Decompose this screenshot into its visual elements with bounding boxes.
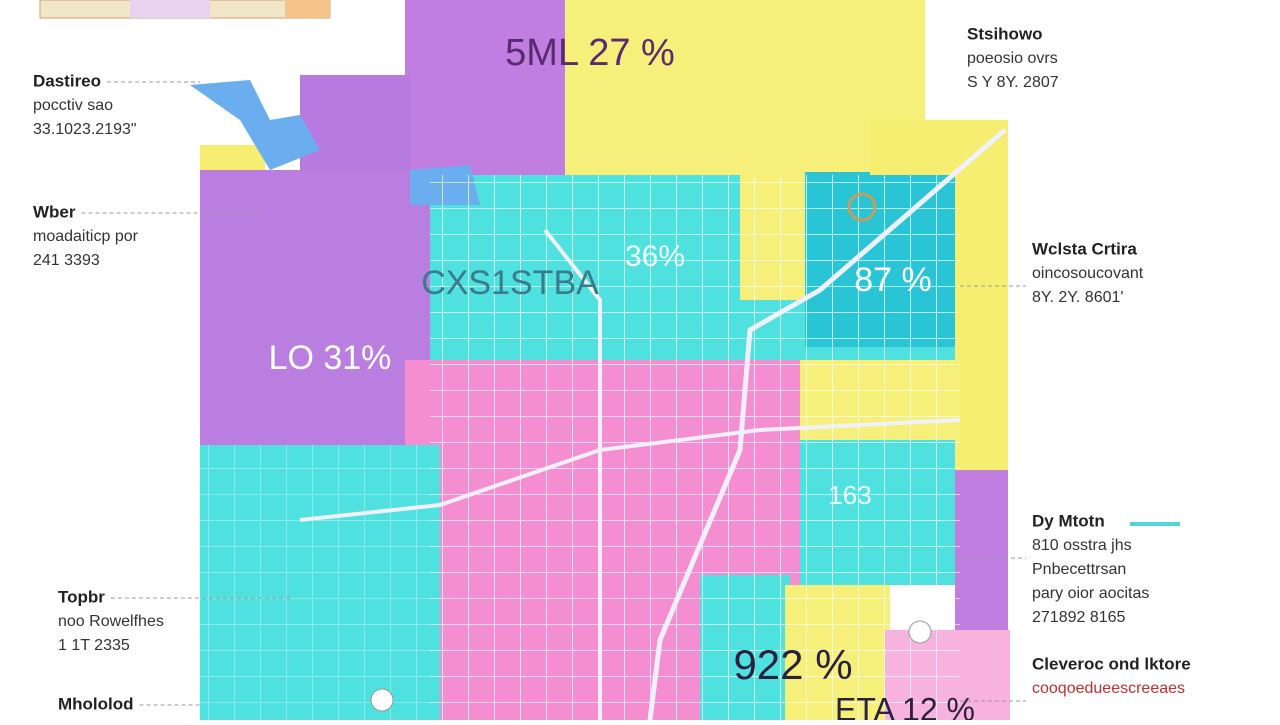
legend-swatch	[1130, 522, 1180, 526]
region-label: 5ML 27 %	[505, 32, 675, 74]
callout-text: pary oior aocitas	[1032, 585, 1149, 602]
region-label: 87 %	[854, 261, 932, 299]
landmark-icon	[847, 192, 877, 222]
region	[300, 75, 410, 175]
callout-text: S Y 8Y. 2807	[967, 74, 1059, 91]
callout-text: 33.1023.2193"	[33, 121, 137, 138]
callout-title: Wclsta Crtira	[1032, 239, 1137, 258]
region-label: 922 %	[733, 641, 852, 688]
region-label: CXS1STBA	[421, 264, 599, 302]
region	[955, 470, 1008, 630]
region-label: LO 31%	[269, 339, 392, 377]
highway	[299, 418, 961, 522]
highway	[543, 228, 602, 720]
highway	[647, 128, 1007, 721]
callout-title: Stsihowo	[967, 24, 1043, 43]
water	[190, 80, 320, 170]
region-label: 163	[828, 480, 871, 510]
street-grid	[430, 175, 960, 720]
map	[39, 0, 1180, 721]
region	[405, 0, 570, 185]
callout-title: Wber	[33, 202, 76, 221]
region	[870, 120, 955, 175]
landmark-icon	[370, 688, 394, 712]
callout-text: Pnbecettrsan	[1032, 561, 1126, 578]
callout-text: 271892 8165	[1032, 609, 1126, 626]
callout-text: cooqoedueescreeaes	[1032, 680, 1185, 697]
callout-text: poeosio ovrs	[967, 50, 1058, 67]
thumbnail	[285, 0, 330, 18]
callout-title: Cleveroc ond lktore	[1032, 654, 1191, 673]
callout-text: 8Y. 2Y. 8601'	[1032, 289, 1123, 306]
callout-title: Dastireo	[33, 71, 101, 90]
callout-title: Mhololod	[58, 694, 134, 713]
callout-title: Dy Mtotn	[1032, 511, 1105, 530]
callout-text: oincosoucovant	[1032, 265, 1144, 282]
callout-text: noo Rowelfhes	[58, 613, 164, 630]
region	[200, 170, 432, 448]
callout-text: 810 osstra jhs	[1032, 537, 1132, 554]
region	[955, 120, 1008, 470]
landmark-icon	[908, 620, 932, 644]
callout-text: pocctiv sao	[33, 97, 113, 114]
region-label: ETA 12 %	[835, 691, 975, 720]
region-label: 36%	[625, 240, 685, 273]
callout-text: 1 1T 2335	[58, 637, 130, 654]
thumbnail	[130, 0, 210, 18]
street-grid	[200, 445, 440, 720]
callout-text: 241 3393	[33, 252, 100, 269]
callout-text: moadaiticp por	[33, 228, 139, 245]
callout-title: Topbr	[58, 587, 105, 606]
